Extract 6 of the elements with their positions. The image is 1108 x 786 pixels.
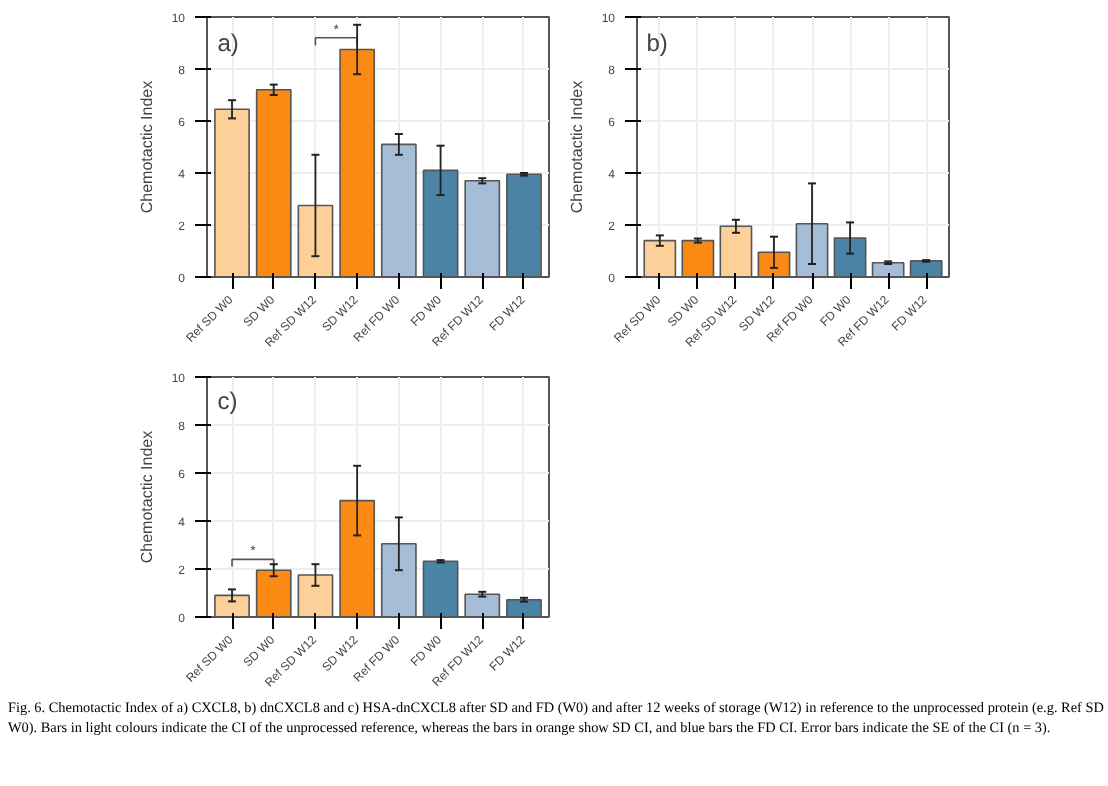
- chart-title: c): [217, 387, 238, 415]
- text: b): [646, 29, 668, 57]
- y-axis-title: Chemotactic Index: [137, 80, 156, 214]
- text: a): [217, 29, 239, 57]
- y-axis-title: Chemotactic Index: [567, 80, 586, 214]
- y-axis-title: Chemotactic Index: [137, 430, 156, 564]
